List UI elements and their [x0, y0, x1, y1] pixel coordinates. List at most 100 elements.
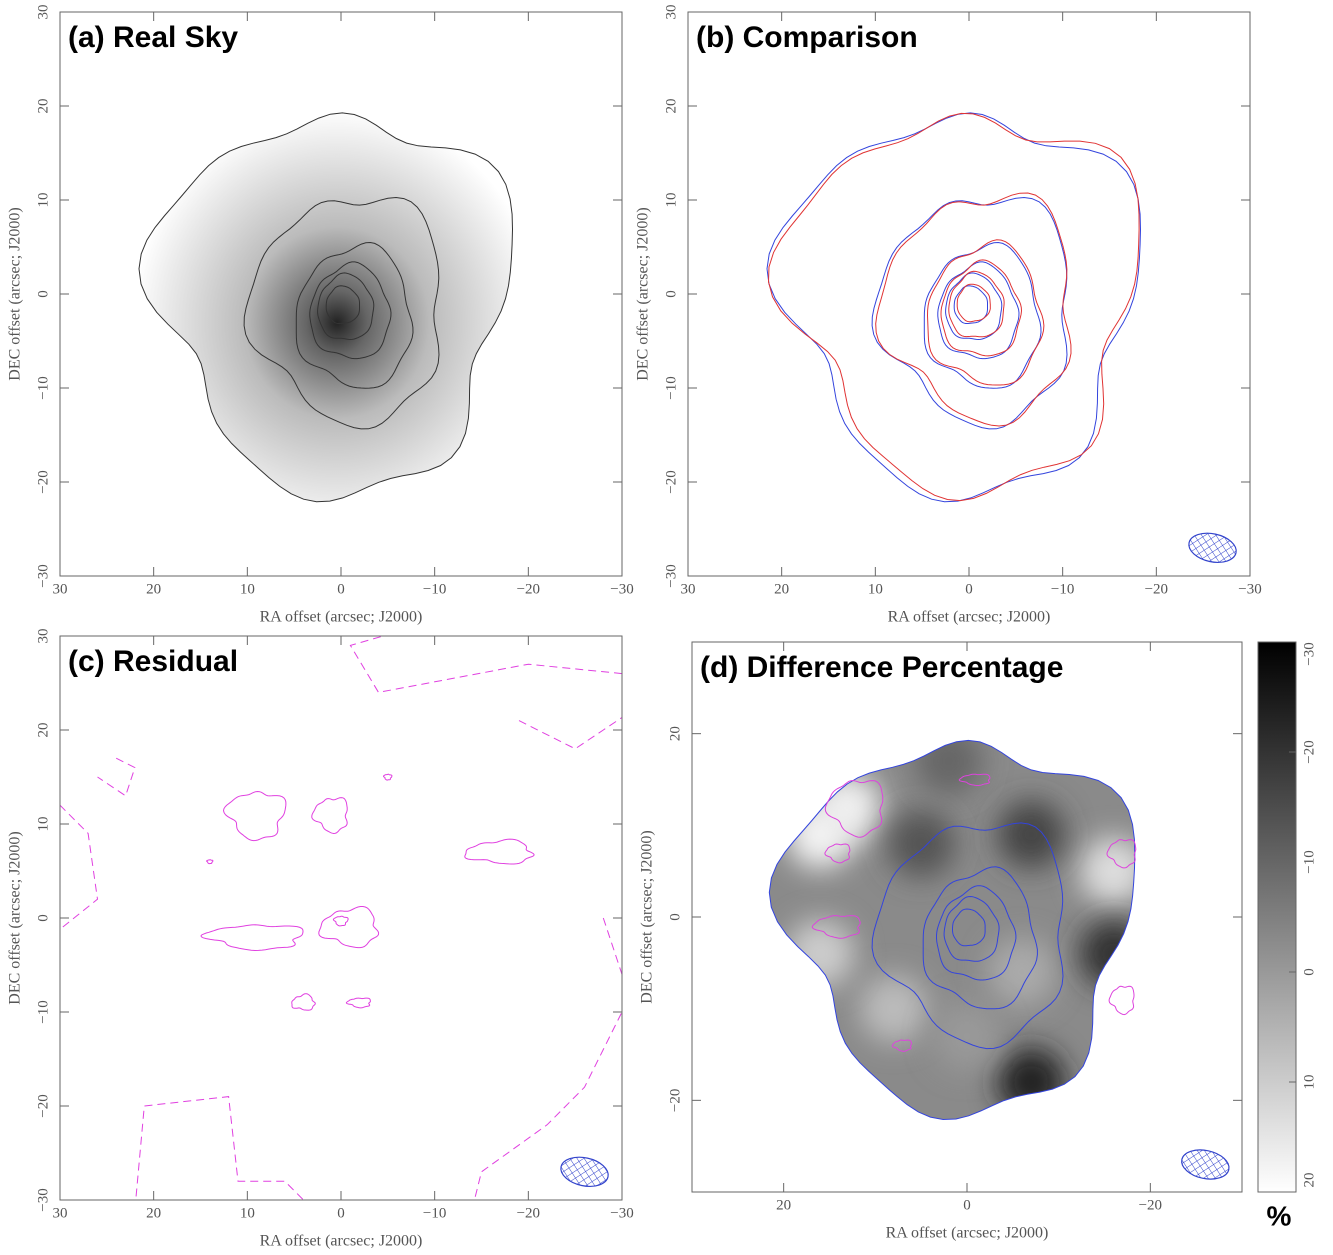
- x-tick-label: 10: [868, 581, 883, 597]
- x-tick-label: −30: [610, 581, 633, 597]
- x-tick-label: −10: [423, 581, 446, 597]
- negative-contour: [603, 918, 631, 974]
- image-patch: [1080, 920, 1148, 988]
- colorbar-tick-label: 20: [1301, 1173, 1317, 1188]
- y-axis-label: DEC offset (arcsec; J2000): [7, 207, 24, 380]
- x-tick-label: 10: [240, 581, 255, 597]
- residual-contour: [224, 792, 286, 841]
- y-tick-label: −10: [35, 1000, 51, 1023]
- y-tick-label: −20: [35, 470, 51, 493]
- colorbar-tick-label: −30: [1301, 642, 1317, 665]
- x-tick-label: 0: [963, 1197, 971, 1213]
- plot-area: [769, 727, 1147, 1119]
- x-tick-label: 30: [681, 581, 696, 597]
- difference-contour: [1109, 986, 1134, 1014]
- contour-model: [872, 198, 1067, 429]
- residual-contour: [319, 907, 379, 948]
- y-tick-label: −20: [667, 1089, 683, 1112]
- image-patch: [933, 1002, 1001, 1070]
- difference-image: [769, 727, 1147, 1119]
- x-tick-label: −20: [517, 581, 540, 597]
- y-tick-label: 30: [35, 5, 51, 20]
- y-tick-label: 0: [35, 290, 51, 298]
- contour-model: [954, 286, 987, 324]
- x-tick-label: −20: [517, 1205, 540, 1221]
- x-axis-label: RA offset (arcsec; J2000): [260, 1233, 423, 1250]
- y-tick-label: 20: [667, 726, 683, 741]
- x-tick-label: −10: [423, 1205, 446, 1221]
- colorbar-tick-label: −20: [1301, 740, 1317, 763]
- plot-area: [139, 113, 513, 502]
- colorbar-tick-label: −10: [1301, 850, 1317, 873]
- image-patch: [1080, 837, 1148, 905]
- x-tick-label: 30: [53, 1205, 68, 1221]
- contour-model: [924, 243, 1041, 389]
- y-axis-label: DEC offset (arcsec; J2000): [639, 830, 656, 1003]
- beam: [1179, 1146, 1232, 1183]
- plot-frame: [688, 12, 1250, 576]
- y-tick-label: −10: [35, 376, 51, 399]
- x-tick-label: 20: [774, 581, 789, 597]
- y-tick-label: −30: [35, 1188, 51, 1211]
- plot-area: [51, 627, 632, 1210]
- residual-contour: [292, 994, 316, 1011]
- plot-area: [767, 113, 1141, 502]
- y-tick-label: −10: [663, 376, 679, 399]
- beam: [1186, 529, 1239, 566]
- contour-sky: [941, 260, 1022, 356]
- y-tick-label: 0: [667, 913, 683, 921]
- x-tick-label: 10: [240, 1205, 255, 1221]
- x-axis-label: RA offset (arcsec; J2000): [886, 1225, 1049, 1242]
- y-tick-label: −20: [663, 470, 679, 493]
- y-tick-label: 20: [35, 723, 51, 738]
- colorbar-tick-label: 10: [1301, 1075, 1317, 1090]
- negative-contour: [51, 796, 98, 937]
- y-tick-label: 0: [663, 290, 679, 298]
- beam: [558, 1153, 611, 1190]
- x-tick-label: 30: [53, 581, 68, 597]
- x-tick-label: −20: [1139, 1197, 1162, 1213]
- residual-contour: [465, 839, 534, 864]
- plot-frame: [60, 636, 622, 1200]
- panel-title: (d) Difference Percentage: [700, 651, 1063, 684]
- x-tick-label: 20: [146, 581, 161, 597]
- x-tick-label: 20: [776, 1197, 791, 1213]
- y-tick-label: −20: [35, 1094, 51, 1117]
- x-tick-label: 20: [146, 1205, 161, 1221]
- x-tick-label: 0: [965, 581, 973, 597]
- panel-title: (b) Comparison: [696, 21, 918, 54]
- colorbar-label: %: [1267, 1200, 1292, 1231]
- x-tick-label: −10: [1051, 581, 1074, 597]
- y-axis-label: DEC offset (arcsec; J2000): [7, 831, 24, 1004]
- residual-contour: [312, 798, 347, 834]
- x-tick-label: −20: [1145, 581, 1168, 597]
- x-tick-label: 0: [337, 1205, 345, 1221]
- x-axis-label: RA offset (arcsec; J2000): [260, 609, 423, 626]
- figure: 30 20 10 0 −10 −20 −30 −30 −20 −10 0 10 20 30 RA offse…: [0, 0, 1333, 1255]
- image-patch: [988, 938, 1056, 1006]
- y-tick-label: −30: [663, 564, 679, 587]
- y-tick-label: 20: [35, 99, 51, 114]
- contour-sky: [876, 193, 1071, 426]
- y-tick-label: 10: [663, 193, 679, 208]
- panel-title: (c) Residual: [68, 645, 238, 678]
- panel: 20 0 −20 −20 0 20 RA offset (arcsec; J2000) DEC…: [639, 642, 1318, 1242]
- y-tick-label: 30: [35, 629, 51, 644]
- panel-title: (a) Real Sky: [68, 21, 238, 54]
- negative-contour: [98, 758, 135, 796]
- y-axis-label: DEC offset (arcsec; J2000): [635, 207, 652, 380]
- x-tick-label: −30: [610, 1205, 633, 1221]
- image-patch: [786, 920, 854, 988]
- x-axis-label: RA offset (arcsec; J2000): [888, 609, 1051, 626]
- y-tick-label: 10: [35, 193, 51, 208]
- colorbar-tick-label: 0: [1301, 968, 1317, 976]
- residual-contour: [346, 998, 370, 1008]
- image-patch: [997, 801, 1065, 869]
- image-patch: [997, 1048, 1065, 1116]
- y-tick-label: 10: [35, 817, 51, 832]
- image-patch: [860, 975, 928, 1043]
- x-tick-label: 0: [337, 581, 345, 597]
- x-tick-label: −30: [1238, 581, 1261, 597]
